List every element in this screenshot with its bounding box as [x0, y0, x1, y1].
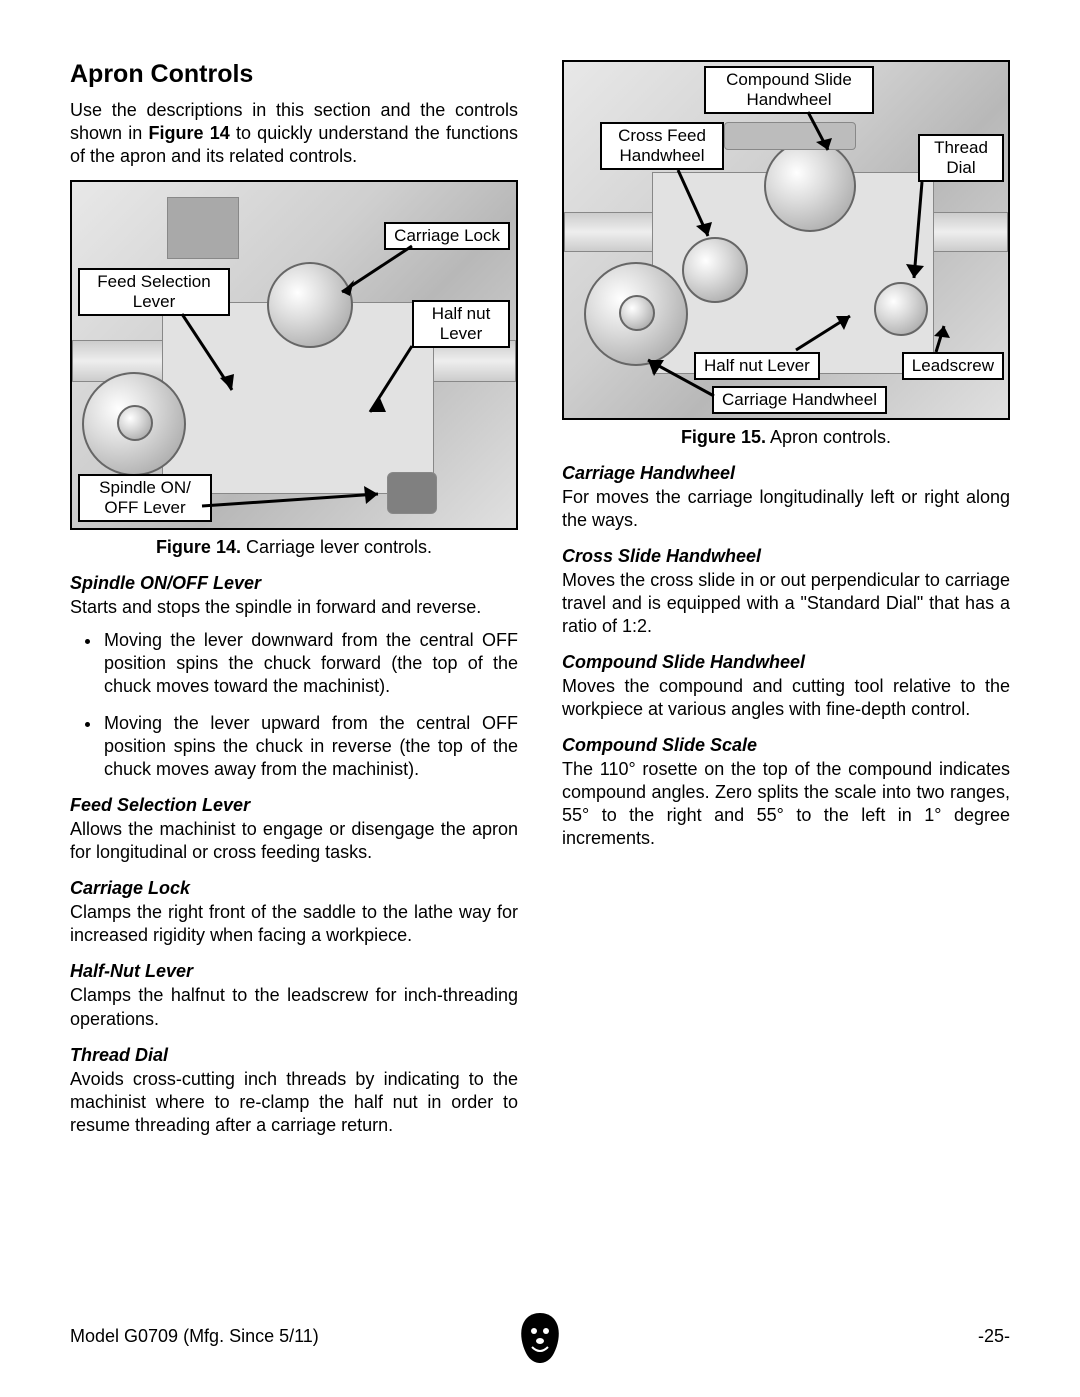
section-halfnut-heading: Half-Nut Lever [70, 961, 518, 982]
arrow-icon [904, 178, 934, 288]
list-item: Moving the lever downward from the centr… [102, 629, 518, 698]
callout-carriage-handwheel: Carriage Handwheel [712, 386, 887, 414]
arrow-icon [642, 354, 722, 404]
callout-feed-selection-lever: Feed SelectionLever [78, 268, 230, 316]
footer-page-number: -25- [978, 1326, 1010, 1347]
section-compoundscale-heading: Compound Slide Scale [562, 735, 1010, 756]
figure-15-caption-label: Figure 15. [681, 427, 766, 447]
callout-spindle-onoff-lever: Spindle ON/OFF Lever [78, 474, 212, 522]
section-spindle-heading: Spindle ON/OFF Lever [70, 573, 518, 594]
callout-compound-slide-handwheel: Compound SlideHandwheel [704, 66, 874, 114]
figure-15-caption: Figure 15. Apron controls. [562, 426, 1010, 449]
footer-model: Model G0709 (Mfg. Since 5/11) [70, 1326, 319, 1347]
section-compoundhw-heading: Compound Slide Handwheel [562, 652, 1010, 673]
right-column: Compound SlideHandwheel Cross FeedHandwh… [562, 60, 1010, 1147]
section-threaddial-heading: Thread Dial [70, 1045, 518, 1066]
section-compoundscale-text: The 110° rosette on the top of the compo… [562, 758, 1010, 850]
section-crossslide-heading: Cross Slide Handwheel [562, 546, 1010, 567]
arrow-icon [332, 242, 422, 312]
section-feed-heading: Feed Selection Lever [70, 795, 518, 816]
section-spindle-text: Starts and stops the spindle in forward … [70, 596, 518, 619]
section-carriagelock-text: Clamps the right front of the saddle to … [70, 901, 518, 947]
section-carriagehw-text: For moves the carriage longitudinally le… [562, 486, 1010, 532]
page-heading: Apron Controls [70, 60, 518, 89]
arrow-icon [792, 310, 862, 356]
arrow-icon [362, 342, 422, 422]
grizzly-logo-icon [512, 1309, 568, 1365]
callout-half-nut-lever: Half nutLever [412, 300, 510, 348]
figure-14-caption-label: Figure 14. [156, 537, 241, 557]
arrow-icon [672, 166, 722, 246]
page-footer: Model G0709 (Mfg. Since 5/11) -25- [70, 1326, 1010, 1347]
figure-15-caption-text: Apron controls. [766, 427, 891, 447]
callout-thread-dial: ThreadDial [918, 134, 1004, 182]
figure-14: Carriage Lock Feed SelectionLever Half n… [70, 180, 518, 530]
section-halfnut-text: Clamps the halfnut to the leadscrew for … [70, 984, 518, 1030]
arrow-icon [172, 310, 252, 400]
intro-figure-ref: Figure 14 [148, 123, 229, 143]
section-feed-text: Allows the machinist to engage or diseng… [70, 818, 518, 864]
section-carriagehw-heading: Carriage Handwheel [562, 463, 1010, 484]
arrow-icon [922, 322, 952, 356]
section-threaddial-text: Avoids cross-cutting inch threads by ind… [70, 1068, 518, 1137]
left-column: Apron Controls Use the descriptions in t… [70, 60, 518, 1147]
figure-15: Compound SlideHandwheel Cross FeedHandwh… [562, 60, 1010, 420]
arrow-icon [802, 108, 842, 158]
list-item: Moving the lever upward from the central… [102, 712, 518, 781]
section-spindle-bullets: Moving the lever downward from the centr… [70, 629, 518, 781]
figure-14-caption: Figure 14. Carriage lever controls. [70, 536, 518, 559]
figure-14-caption-text: Carriage lever controls. [241, 537, 432, 557]
section-carriagelock-heading: Carriage Lock [70, 878, 518, 899]
intro-paragraph: Use the descriptions in this section and… [70, 99, 518, 168]
arrow-icon [198, 474, 398, 524]
section-crossslide-text: Moves the cross slide in or out perpendi… [562, 569, 1010, 638]
callout-leadscrew: Leadscrew [902, 352, 1004, 380]
callout-cross-feed-handwheel: Cross FeedHandwheel [600, 122, 724, 170]
section-compoundhw-text: Moves the compound and cutting tool rela… [562, 675, 1010, 721]
